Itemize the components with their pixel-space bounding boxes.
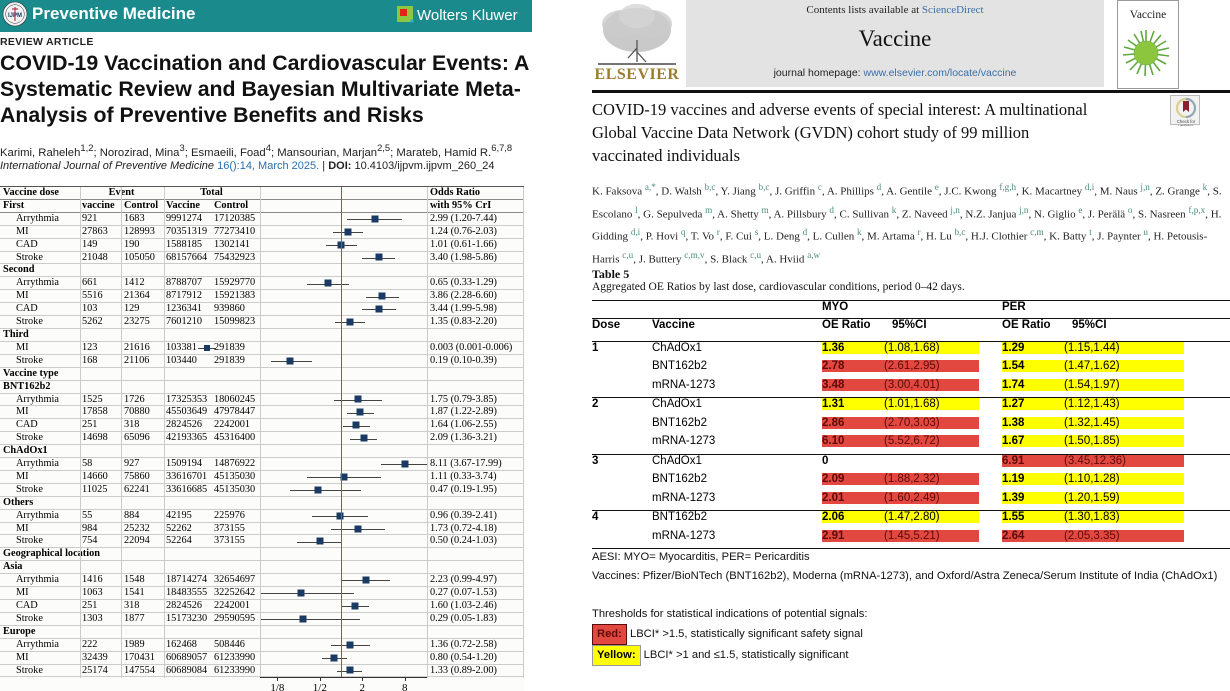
svg-text:updates: updates: [1178, 124, 1193, 127]
svg-text:Wolters Kluwer: Wolters Kluwer: [417, 7, 518, 24]
svg-text:Vaccine: Vaccine: [1130, 9, 1166, 21]
svg-text:ELSEVIER: ELSEVIER: [595, 66, 680, 83]
